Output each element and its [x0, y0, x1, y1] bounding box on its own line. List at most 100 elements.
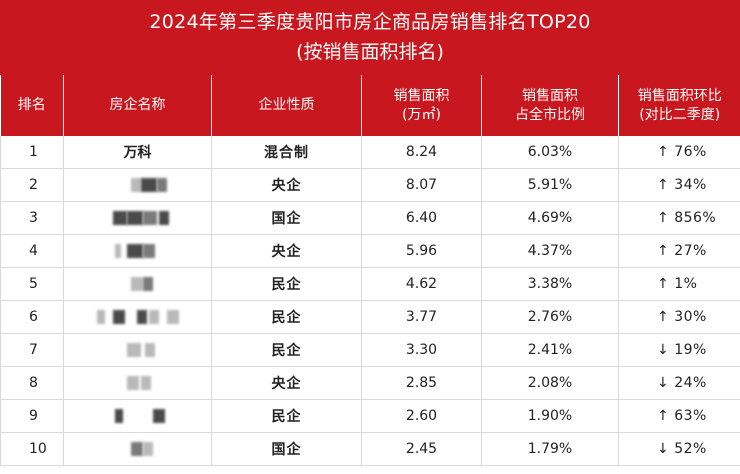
arrow-up-icon: ↑ — [657, 144, 670, 160]
header-share: 销售面积 占全市比例 — [481, 75, 619, 136]
qoq-cell: ↑ 27% — [618, 234, 740, 268]
area-cell: 4.62 — [361, 267, 482, 301]
blurred-company-name — [93, 243, 183, 259]
header-rank: 排名 — [0, 75, 64, 136]
share-cell: 4.37% — [481, 234, 619, 268]
nature-cell: 民企 — [211, 399, 362, 433]
arrow-up-icon: ↑ — [657, 210, 670, 226]
header-company: 房企名称 — [63, 75, 212, 136]
redaction-block — [142, 277, 153, 291]
rank-cell: 4 — [0, 234, 64, 268]
table-row: 5 民企 4.62 3.38% ↑ 1% — [0, 267, 740, 301]
redaction-block — [156, 178, 167, 192]
nature-cell: 央企 — [211, 366, 362, 400]
company-cell — [63, 333, 212, 367]
arrow-up-icon: ↑ — [657, 309, 670, 325]
rank-cell: 8 — [0, 366, 64, 400]
redaction-block — [136, 310, 147, 324]
blurred-company-name — [93, 276, 183, 292]
redaction-block — [112, 310, 125, 324]
arrow-down-icon: ↓ — [657, 441, 670, 457]
redaction-block — [152, 409, 165, 423]
redaction-block — [130, 442, 143, 456]
table-row: 1 万科 混合制 8.24 6.03% ↑ 76% — [0, 136, 740, 169]
area-cell: 3.77 — [361, 300, 482, 334]
share-cell: 6.03% — [481, 136, 619, 169]
qoq-value: 76% — [674, 144, 707, 160]
arrow-down-icon: ↓ — [657, 342, 670, 358]
blurred-company-name — [93, 408, 183, 424]
qoq-value: 63% — [674, 408, 707, 424]
qoq-value: 30% — [674, 309, 707, 325]
share-cell: 1.90% — [481, 399, 619, 433]
redaction-block — [112, 211, 127, 225]
qoq-value: 1% — [674, 276, 698, 292]
redaction-block — [114, 244, 121, 258]
area-cell: 2.60 — [361, 399, 482, 433]
area-cell: 3.30 — [361, 333, 482, 367]
table-row: 8 央企 2.85 2.08% ↓ 24% — [0, 366, 740, 400]
company-cell — [63, 432, 212, 466]
table-row: 2 央企 8.07 5.91% ↑ 34% — [0, 168, 740, 202]
rank-cell: 10 — [0, 432, 64, 466]
redaction-block — [126, 376, 139, 390]
nature-cell: 民企 — [211, 267, 362, 301]
arrow-up-icon: ↑ — [657, 243, 670, 259]
redaction-block — [140, 376, 151, 390]
header-nature: 企业性质 — [211, 75, 362, 136]
company-cell — [63, 366, 212, 400]
qoq-value: 19% — [674, 342, 707, 358]
qoq-cell: ↑ 30% — [618, 300, 740, 334]
redaction-block — [126, 343, 141, 357]
page-title: 2024年第三季度贵阳市房企商品房销售排名TOP20 — [149, 11, 591, 33]
qoq-value: 52% — [674, 441, 707, 457]
page-subtitle: (按销售面积排名) — [296, 41, 444, 63]
arrow-up-icon: ↑ — [657, 177, 670, 193]
nature-cell: 国企 — [211, 201, 362, 235]
area-cell: 2.45 — [361, 432, 482, 466]
share-cell: 4.69% — [481, 201, 619, 235]
nature-cell: 国企 — [211, 432, 362, 466]
table-row: 10 国企 2.45 1.79% ↓ 52% — [0, 432, 740, 466]
redaction-block — [148, 310, 159, 324]
redaction-block — [142, 442, 153, 456]
table-row: 6 民企 3.77 2.76% ↑ 30% — [0, 300, 740, 334]
redaction-block — [140, 178, 157, 192]
company-cell — [63, 267, 212, 301]
share-cell: 2.76% — [481, 300, 619, 334]
qoq-value: 27% — [674, 243, 707, 259]
area-cell: 8.24 — [361, 136, 482, 169]
company-cell — [63, 168, 212, 202]
share-cell: 2.41% — [481, 333, 619, 367]
table-row: 9 民企 2.60 1.90% ↑ 63% — [0, 399, 740, 433]
rank-cell: 9 — [0, 399, 64, 433]
area-cell: 2.85 — [361, 366, 482, 400]
qoq-cell: ↓ 19% — [618, 333, 740, 367]
nature-cell: 央企 — [211, 168, 362, 202]
nature-cell: 央企 — [211, 234, 362, 268]
redaction-block — [144, 343, 155, 357]
blurred-company-name — [93, 342, 183, 358]
qoq-value: 24% — [674, 375, 707, 391]
company-cell — [63, 201, 212, 235]
blurred-company-name — [93, 309, 183, 325]
rank-cell: 6 — [0, 300, 64, 334]
share-cell: 2.08% — [481, 366, 619, 400]
share-cell: 5.91% — [481, 168, 619, 202]
share-cell: 3.38% — [481, 267, 619, 301]
header-qoq: 销售面积环比 (对比二季度) — [618, 75, 740, 136]
rank-cell: 7 — [0, 333, 64, 367]
rank-cell: 3 — [0, 201, 64, 235]
blurred-company-name — [93, 375, 183, 391]
redaction-block — [158, 211, 169, 225]
arrow-up-icon: ↑ — [657, 276, 670, 292]
blurred-company-name — [93, 177, 183, 193]
share-cell: 1.79% — [481, 432, 619, 466]
table-row: 7 民企 3.30 2.41% ↓ 19% — [0, 333, 740, 367]
qoq-value: 856% — [674, 210, 717, 226]
nature-cell: 民企 — [211, 300, 362, 334]
nature-cell: 民企 — [211, 333, 362, 367]
rank-cell: 1 — [0, 136, 64, 169]
arrow-up-icon: ↑ — [657, 408, 670, 424]
